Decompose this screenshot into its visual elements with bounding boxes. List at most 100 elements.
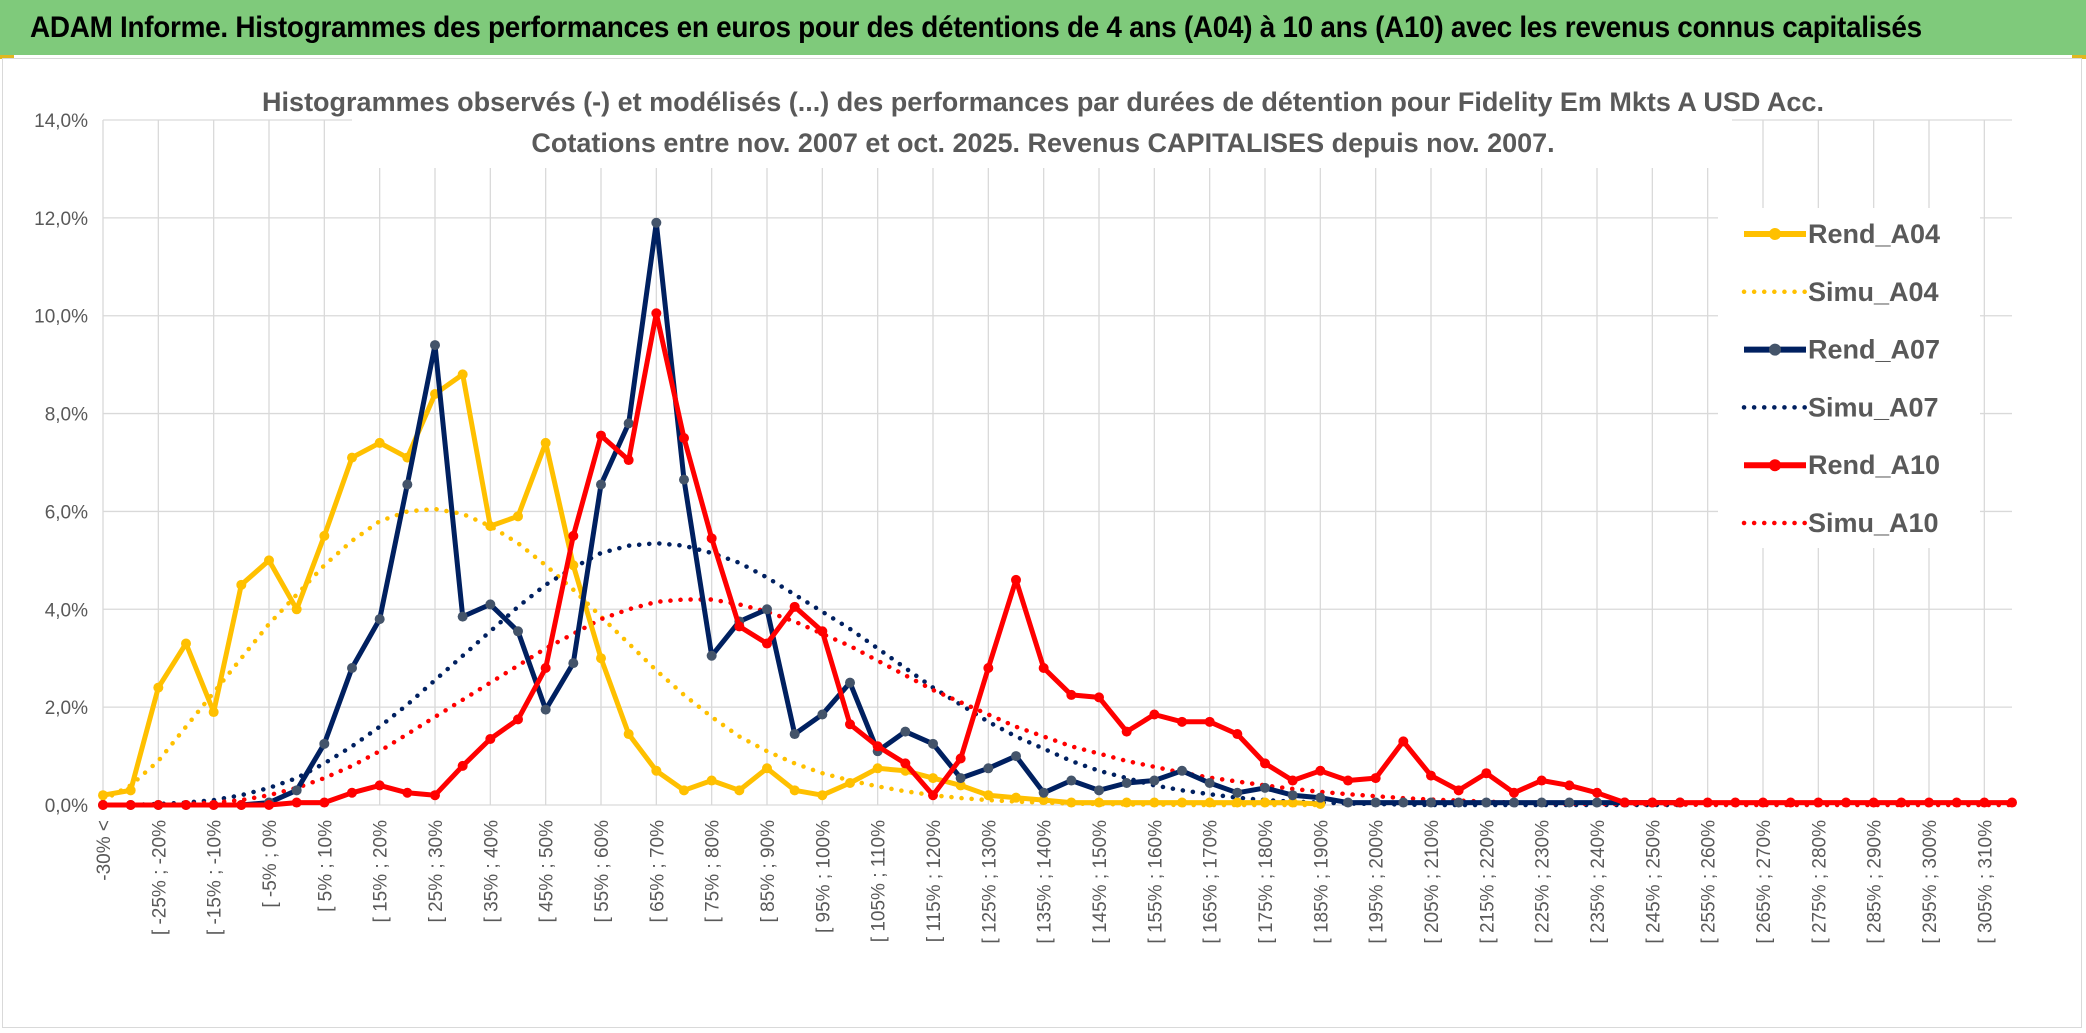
series-layer xyxy=(98,217,2017,810)
Rend_A04-point xyxy=(706,775,717,786)
Rend_A04-point xyxy=(181,638,191,649)
Rend_A07-point xyxy=(291,785,302,796)
Rend_A04-point xyxy=(1011,792,1021,803)
title-background xyxy=(352,78,1732,168)
Rend_A04-point xyxy=(623,729,634,740)
Rend_A10-point xyxy=(1730,797,1741,808)
x-tick-label: [ 125% ; 130% xyxy=(979,820,1000,944)
Rend_A10-point xyxy=(485,733,496,744)
x-tick-label: [ 85% ; 90% xyxy=(758,820,779,923)
Rend_A10-point xyxy=(1785,797,1796,808)
Rend_A07-point xyxy=(983,763,994,774)
x-tick-label: [ 25% ; 30% xyxy=(426,820,447,923)
Rend_A10-point xyxy=(1315,765,1326,776)
Rend_A10-point xyxy=(1370,773,1381,784)
Rend_A04-point xyxy=(264,555,274,566)
Rend_A04-point xyxy=(208,707,219,718)
Rend_A10-point xyxy=(928,790,938,801)
Rend_A07-point xyxy=(928,738,938,749)
legend-label: Rend_A10 xyxy=(1808,450,1940,480)
legend-marker xyxy=(1769,343,1781,356)
Rend_A07-point xyxy=(1398,797,1409,808)
Rend_A04-point xyxy=(485,521,496,532)
Rend_A10-point xyxy=(1979,797,1990,808)
Rend_A04-point xyxy=(596,653,606,664)
Rend_A10-point xyxy=(623,455,634,466)
Rend_A10-point xyxy=(236,800,247,810)
Rend_A07-point xyxy=(1011,751,1021,762)
Rend_A10-point xyxy=(1536,775,1547,786)
x-tick-label: [ 215% ; 220% xyxy=(1477,820,1498,944)
x-tick-label: [ 195% ; 200% xyxy=(1367,820,1388,944)
Rend_A07-point xyxy=(1149,775,1160,786)
x-tick-label: [ 235% ; 240% xyxy=(1588,820,1609,944)
Rend_A10-point xyxy=(1066,689,1077,700)
Rend_A10-point xyxy=(872,741,883,752)
x-tick-label: [ 305% ; 310% xyxy=(1975,820,1996,944)
Rend_A07-point xyxy=(457,611,468,622)
x-tick-label: [ 265% ; 270% xyxy=(1754,820,1775,944)
x-tick-label: [ 145% ; 150% xyxy=(1090,820,1111,944)
x-tick-label: [ -25% ; -20% xyxy=(149,820,170,935)
y-tick-label: 6,0% xyxy=(45,502,88,523)
Rend_A10-point xyxy=(1813,797,1824,808)
x-tick-label: [ 155% ; 160% xyxy=(1145,820,1166,944)
Rend_A04-point xyxy=(1038,795,1049,806)
Rend_A10-point xyxy=(319,797,330,808)
Rend_A07-point xyxy=(1509,797,1519,808)
x-tick-label: [ 55% ; 60% xyxy=(592,820,613,923)
series-Rend_A04 xyxy=(98,369,1326,810)
Rend_A10-point xyxy=(1121,726,1132,737)
Rend_A07-point xyxy=(1177,765,1187,776)
report-banner: ADAM Informe. Histogrammes des performan… xyxy=(0,0,2086,55)
Rend_A04-point xyxy=(955,780,966,791)
Rend_A04-point xyxy=(928,773,938,784)
corner-accent-left xyxy=(0,55,14,59)
Rend_A10-point xyxy=(1896,797,1907,808)
Rend_A07-point xyxy=(1536,797,1547,808)
Rend_A10-point xyxy=(513,714,523,725)
Rend_A07-point xyxy=(845,677,855,688)
Rend_A07-point xyxy=(1094,785,1104,796)
legend-item-Rend_A07: Rend_A07 xyxy=(1744,335,1940,365)
Rend_A07-point xyxy=(1121,777,1132,788)
legend-label: Rend_A07 xyxy=(1808,335,1940,365)
Rend_A04-point xyxy=(1232,797,1243,808)
Rend_A07-point xyxy=(623,418,634,429)
Rend_A10-point xyxy=(900,758,911,769)
Rend_A04-point xyxy=(1177,797,1187,808)
legend-item-Rend_A10: Rend_A10 xyxy=(1744,450,1940,480)
Rend_A04-point xyxy=(98,790,108,801)
Rend_A10-point xyxy=(1868,797,1879,808)
Rend_A07-point xyxy=(1370,797,1381,808)
Rend_A07-point xyxy=(1481,797,1492,808)
Rend_A10-point xyxy=(402,787,413,798)
Rend_A07-point xyxy=(651,217,662,228)
Rend_A10-point xyxy=(264,800,274,810)
y-tick-label: 2,0% xyxy=(45,698,88,719)
Rend_A10-point xyxy=(1011,574,1021,585)
Rend_A10-point xyxy=(2007,797,2017,808)
Rend_A10-point xyxy=(734,621,745,632)
Rend_A07-point xyxy=(955,773,966,784)
Rend_A04-point xyxy=(762,763,772,774)
Rend_A07-point xyxy=(596,479,606,490)
Rend_A10-point xyxy=(1343,775,1353,786)
legend-item-Rend_A04: Rend_A04 xyxy=(1744,219,1940,249)
Rend_A10-point xyxy=(1287,775,1298,786)
Rend_A04-point xyxy=(1260,797,1270,808)
x-tick-label: [ 95% ; 100% xyxy=(813,820,834,933)
x-tick-label: [ 245% ; 250% xyxy=(1643,820,1664,944)
Rend_A10-point xyxy=(845,719,855,730)
x-tick-label: [ 295% ; 300% xyxy=(1920,820,1941,944)
series-Simu_A10 xyxy=(100,597,2015,808)
x-tick-label: [ 75% ; 80% xyxy=(703,820,724,923)
Rend_A10-point xyxy=(1094,692,1104,703)
Rend_A10-point xyxy=(181,800,191,810)
Rend_A07-point xyxy=(430,340,440,351)
x-tick-label: -30% < xyxy=(94,820,115,881)
Rend_A10-point xyxy=(955,753,966,764)
banner-title: ADAM Informe. Histogrammes des performan… xyxy=(30,10,1922,44)
Rend_A10-point xyxy=(430,790,440,801)
series-Rend_A07 xyxy=(98,217,1685,810)
